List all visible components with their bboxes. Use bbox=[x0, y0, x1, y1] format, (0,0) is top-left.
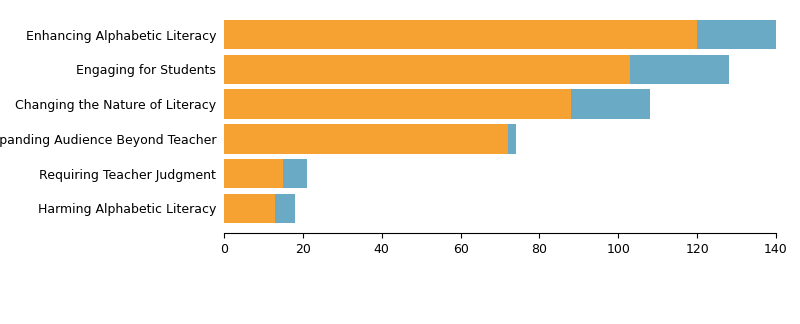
Bar bbox=[224, 89, 571, 119]
Bar bbox=[224, 124, 508, 154]
Bar bbox=[224, 55, 630, 84]
Bar bbox=[224, 20, 697, 50]
Bar bbox=[508, 124, 516, 154]
Legend: Production, Reception: Production, Reception bbox=[392, 320, 608, 324]
Bar bbox=[697, 20, 776, 50]
Bar bbox=[275, 193, 295, 223]
Bar bbox=[224, 159, 283, 188]
Bar bbox=[224, 193, 275, 223]
Bar bbox=[630, 55, 729, 84]
Bar bbox=[283, 159, 307, 188]
Bar bbox=[571, 89, 650, 119]
